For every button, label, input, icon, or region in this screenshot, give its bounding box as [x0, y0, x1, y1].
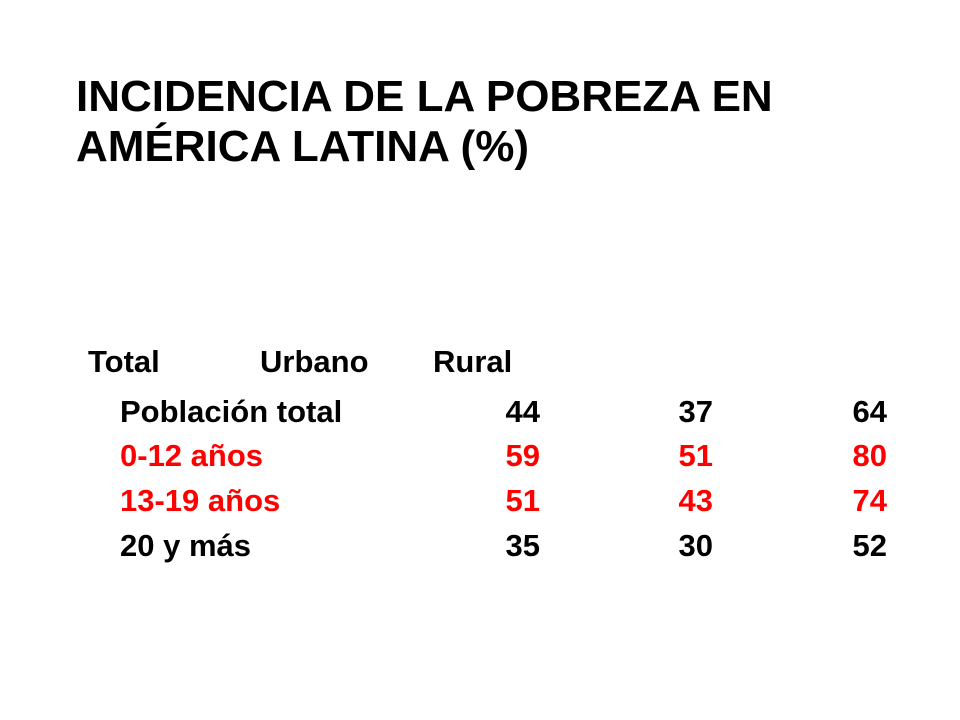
cell-rural: 80	[852, 438, 887, 473]
table-row-13-19: 13-19 años 51 43 74	[0, 481, 960, 525]
cell-urbano: 30	[678, 528, 713, 563]
cell-total: 59	[505, 438, 540, 473]
header-rural: Rural	[433, 344, 513, 379]
cell-rural: 74	[852, 483, 887, 518]
header-urbano: Urbano	[260, 344, 369, 379]
table-row-0-12: 0-12 años 59 51 80	[0, 436, 960, 480]
row-label: 13-19 años	[120, 483, 281, 518]
row-label: Población total	[120, 394, 343, 429]
cell-total: 35	[505, 528, 540, 563]
slide-title: INCIDENCIA DE LA POBREZA EN AMÉRICA LATI…	[76, 72, 896, 172]
row-label: 0-12 años	[120, 438, 264, 473]
row-label: 20 y más	[120, 528, 251, 563]
title-line-1: INCIDENCIA DE LA POBREZA EN	[76, 72, 773, 121]
table-row-poblacion-total: Población total 44 37 64	[0, 392, 960, 436]
table-row-20-mas: 20 y más 35 30 52	[0, 526, 960, 570]
header-total: Total	[88, 344, 160, 379]
cell-urbano: 51	[678, 438, 713, 473]
cell-rural: 64	[852, 394, 887, 429]
cell-urbano: 37	[678, 394, 713, 429]
cell-total: 51	[505, 483, 540, 518]
cell-total: 44	[505, 394, 540, 429]
title-line-2: AMÉRICA LATINA (%)	[76, 122, 529, 171]
cell-urbano: 43	[678, 483, 713, 518]
cell-rural: 52	[852, 528, 887, 563]
